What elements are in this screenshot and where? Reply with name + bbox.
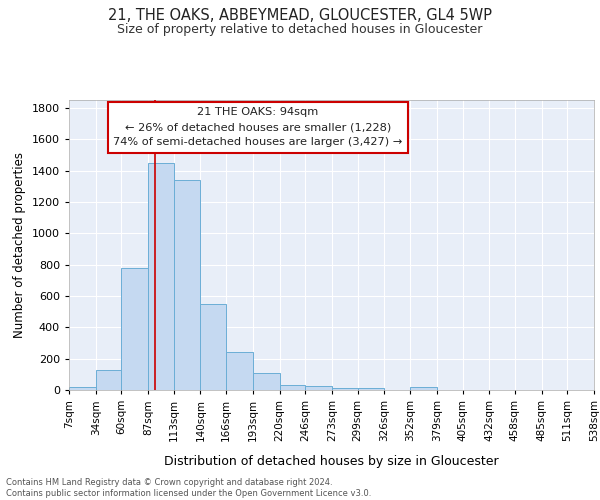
Bar	[69, 387, 95, 390]
Bar	[410, 387, 437, 390]
Bar	[305, 386, 332, 390]
Bar	[358, 388, 385, 390]
Y-axis label: Number of detached properties: Number of detached properties	[13, 152, 26, 338]
Bar	[174, 180, 200, 390]
Bar	[253, 373, 280, 390]
X-axis label: Distribution of detached houses by size in Gloucester: Distribution of detached houses by size …	[164, 455, 499, 468]
Bar	[200, 304, 226, 390]
Bar	[121, 268, 148, 390]
Text: Contains HM Land Registry data © Crown copyright and database right 2024.
Contai: Contains HM Land Registry data © Crown c…	[6, 478, 371, 498]
Bar	[226, 352, 253, 390]
Text: 21, THE OAKS, ABBEYMEAD, GLOUCESTER, GL4 5WP: 21, THE OAKS, ABBEYMEAD, GLOUCESTER, GL4…	[108, 8, 492, 22]
Bar	[332, 388, 358, 390]
Bar	[95, 370, 121, 390]
Text: Size of property relative to detached houses in Gloucester: Size of property relative to detached ho…	[118, 22, 482, 36]
Text: 21 THE OAKS: 94sqm
← 26% of detached houses are smaller (1,228)
74% of semi-deta: 21 THE OAKS: 94sqm ← 26% of detached hou…	[113, 108, 403, 147]
Bar	[148, 162, 174, 390]
Bar	[280, 384, 305, 390]
